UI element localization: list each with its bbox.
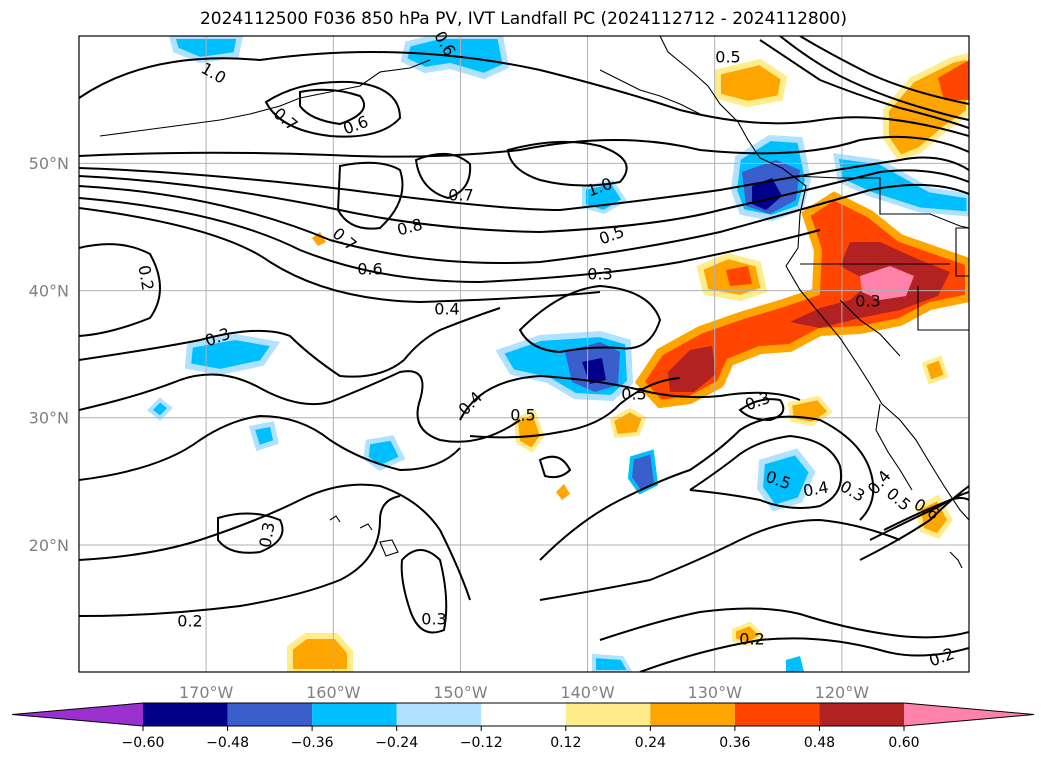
lat-tick-label: 40°N bbox=[29, 281, 69, 300]
colorbar-segment bbox=[734, 703, 820, 726]
pv-positive-region bbox=[513, 409, 545, 453]
colorbar-tick-label: −0.24 bbox=[375, 735, 418, 751]
colorbar-segment bbox=[565, 703, 651, 726]
contour-label: 0.4 bbox=[434, 300, 459, 319]
pv-positive-region bbox=[715, 58, 788, 108]
lon-tick-label: 170°W bbox=[179, 683, 234, 702]
contour-label: 0.5 bbox=[621, 385, 646, 404]
lat-tick-label: 20°N bbox=[29, 536, 69, 555]
colorbar-tick-label: 0.24 bbox=[635, 735, 666, 751]
longitude-labels: 170°W 160°W 150°W 140°W 130°W 120°W bbox=[179, 683, 869, 702]
pv-positive-region bbox=[938, 60, 969, 100]
colorbar-tick-label: −0.12 bbox=[460, 735, 503, 751]
contour-label: 0.2 bbox=[177, 612, 202, 631]
colorbar: −0.60 −0.48 −0.36 −0.24 −0.12 0.12 0.24 0.36 0.4… bbox=[11, 702, 1035, 751]
colorbar-segment bbox=[819, 703, 904, 726]
pv-positive-region bbox=[312, 232, 326, 246]
pv-negative-region bbox=[627, 449, 659, 495]
pv-positive-region bbox=[556, 484, 570, 500]
pv-positive-region bbox=[860, 266, 914, 300]
colorbar-tick-label: −0.36 bbox=[291, 735, 334, 751]
lat-tick-label: 50°N bbox=[29, 154, 69, 173]
colorbar-segment bbox=[396, 703, 482, 726]
pv-positive-region bbox=[668, 346, 716, 392]
contour-label: 0.2 bbox=[739, 630, 764, 649]
map-frame bbox=[78, 35, 970, 673]
colorbar-segment bbox=[650, 703, 735, 726]
pv-shading bbox=[79, 36, 969, 672]
pv-negative-region bbox=[248, 421, 279, 452]
lon-tick-label: 150°W bbox=[433, 683, 488, 702]
pv-negative-region bbox=[184, 333, 281, 376]
pv-positive-region bbox=[609, 407, 647, 439]
colorbar-tick-label: 0.48 bbox=[804, 735, 835, 751]
colorbar-segment bbox=[312, 703, 397, 726]
pv-negative-region bbox=[363, 435, 406, 471]
contour-label: 0.3 bbox=[587, 265, 612, 284]
pv-negative-region bbox=[592, 653, 633, 672]
contour-label: 0.7 bbox=[448, 186, 473, 205]
contour-label: 0.6 bbox=[357, 260, 382, 279]
colorbar-segment bbox=[227, 703, 313, 726]
lon-tick-label: 160°W bbox=[306, 683, 361, 702]
colorbar-segment bbox=[143, 703, 228, 726]
colorbar-tick-label: −0.60 bbox=[122, 735, 165, 751]
colorbar-extend-min bbox=[12, 703, 143, 726]
colorbar-extend-max bbox=[904, 703, 1034, 726]
contour-label: 0.5 bbox=[715, 48, 740, 67]
coastlines bbox=[99, 36, 969, 569]
pv-negative-region bbox=[786, 656, 804, 672]
contour-label: 0.3 bbox=[855, 292, 880, 311]
contour-label: 0.3 bbox=[255, 521, 278, 549]
latitude-labels: 20°N 30°N 40°N 50°N bbox=[29, 154, 69, 555]
pv-negative-region bbox=[147, 397, 173, 421]
map-title: 2024112500 F036 850 hPa PV, IVT Landfall… bbox=[199, 9, 847, 29]
pv-negative-region bbox=[756, 448, 816, 512]
colorbar-segment bbox=[481, 703, 566, 726]
contour-label: 0.2 bbox=[134, 264, 157, 292]
lon-tick-label: 120°W bbox=[815, 683, 870, 702]
pv-contours bbox=[79, 36, 969, 672]
lon-tick-label: 130°W bbox=[688, 683, 743, 702]
colorbar-tick-label: 0.36 bbox=[719, 735, 750, 751]
contour-label: 0.5 bbox=[510, 406, 535, 425]
pv-positive-region bbox=[726, 266, 752, 286]
colorbar-tick-label: 0.12 bbox=[550, 735, 581, 751]
pv-positive-region bbox=[287, 633, 353, 672]
colorbar-tick-label: −0.48 bbox=[206, 735, 249, 751]
pv-positive-region bbox=[921, 355, 949, 385]
colorbar-tick-label: 0.60 bbox=[888, 735, 919, 751]
lat-tick-label: 30°N bbox=[29, 409, 69, 428]
contour-label: 0.3 bbox=[421, 610, 446, 629]
gridlines bbox=[79, 36, 969, 672]
contour-label: 0.4 bbox=[802, 477, 830, 500]
lon-tick-label: 140°W bbox=[560, 683, 615, 702]
